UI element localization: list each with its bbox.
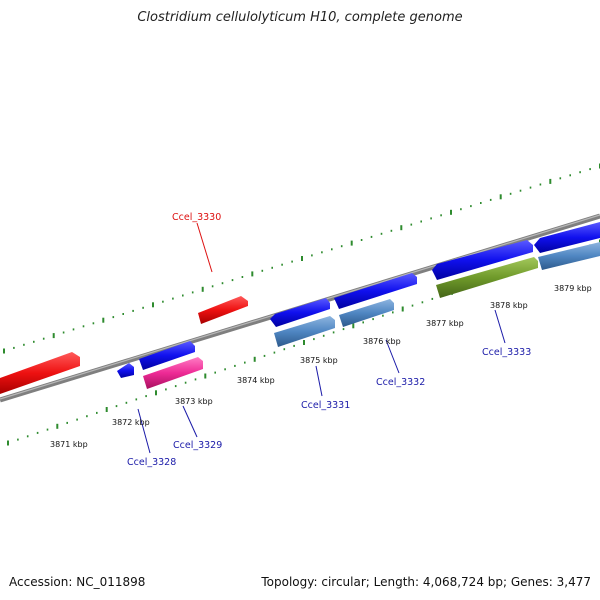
- leader-ccel-3328: [137, 408, 151, 454]
- upper-tick-ring: [3, 163, 600, 354]
- leader-ccel-3330: [196, 222, 213, 273]
- gene-arrow-forward-1[interactable]: [139, 341, 195, 370]
- gene-label-ccel-3332[interactable]: Ccel_3332: [376, 377, 425, 388]
- map-title: Clostridium cellulolyticum H10, complete…: [137, 10, 463, 25]
- scale-label-3871: 3871 kbp: [50, 440, 88, 449]
- gene-arrow-reverse-left[interactable]: [0, 352, 80, 394]
- cds-ccel-3331[interactable]: [274, 316, 335, 347]
- gene-arrow-forward-4[interactable]: [432, 240, 533, 280]
- gene-arrow-forward-3[interactable]: [334, 273, 417, 309]
- gene-arrow-ccel-3330[interactable]: [198, 296, 248, 324]
- gene-arrow-ccel-3328[interactable]: [117, 363, 134, 378]
- scale-label-3872: 3872 kbp: [112, 418, 150, 427]
- leader-ccel-3333: [494, 309, 506, 344]
- cds-ccel-3333[interactable]: [436, 257, 538, 298]
- leader-ccel-3331: [315, 365, 323, 397]
- scale-label-3879: 3879 kbp: [554, 284, 592, 293]
- leader-ccel-3329: [182, 405, 198, 438]
- scale-label-3878: 3878 kbp: [490, 301, 528, 310]
- accession-text: Accession: NC_011898: [9, 575, 146, 589]
- genome-summary-text: Topology: circular; Length: 4,068,724 bp…: [261, 575, 591, 589]
- gene-arrow-forward-5[interactable]: [534, 222, 600, 253]
- cds-forward-5[interactable]: [538, 242, 600, 270]
- cds-ccel-3329[interactable]: [143, 357, 203, 389]
- leader-ccel-3332: [385, 339, 400, 374]
- gene-label-ccel-3331[interactable]: Ccel_3331: [301, 400, 350, 411]
- gene-arrow-forward-2[interactable]: [270, 298, 330, 327]
- scale-label-3873: 3873 kbp: [175, 397, 213, 406]
- scale-label-3876: 3876 kbp: [363, 337, 401, 346]
- gene-label-ccel-3330[interactable]: Ccel_3330: [172, 212, 221, 223]
- cds-ccel-3332[interactable]: [339, 299, 394, 327]
- gene-label-ccel-3329[interactable]: Ccel_3329: [173, 440, 222, 451]
- scale-label-3874: 3874 kbp: [237, 376, 275, 385]
- scale-label-3877: 3877 kbp: [426, 319, 464, 328]
- gene-label-ccel-3333[interactable]: Ccel_3333: [482, 347, 531, 358]
- scale-label-3875: 3875 kbp: [300, 356, 338, 365]
- gene-label-ccel-3328[interactable]: Ccel_3328: [127, 457, 176, 468]
